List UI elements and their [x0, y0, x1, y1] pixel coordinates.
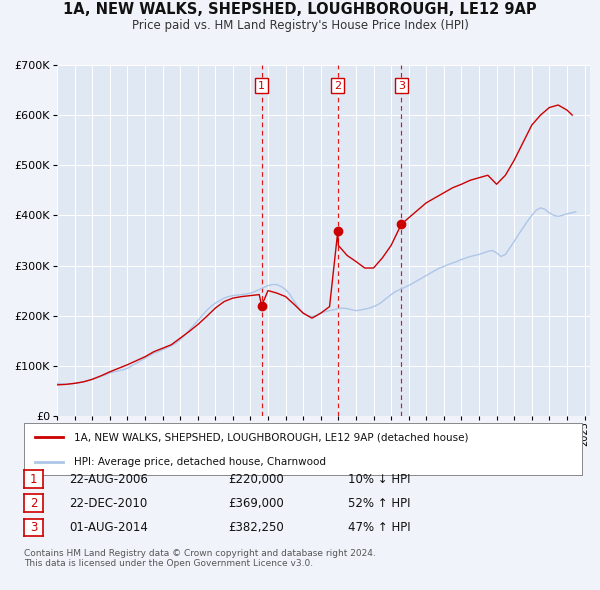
Text: 2: 2	[30, 497, 37, 510]
Text: 01-AUG-2014: 01-AUG-2014	[69, 521, 148, 534]
Text: 1: 1	[30, 473, 37, 486]
Text: HPI: Average price, detached house, Charnwood: HPI: Average price, detached house, Char…	[74, 457, 326, 467]
Text: 3: 3	[30, 521, 37, 534]
Text: 2: 2	[334, 81, 341, 91]
Text: 3: 3	[398, 81, 405, 91]
Text: 1A, NEW WALKS, SHEPSHED, LOUGHBOROUGH, LE12 9AP (detached house): 1A, NEW WALKS, SHEPSHED, LOUGHBOROUGH, L…	[74, 432, 469, 442]
Text: Price paid vs. HM Land Registry's House Price Index (HPI): Price paid vs. HM Land Registry's House …	[131, 19, 469, 32]
Text: 22-AUG-2006: 22-AUG-2006	[69, 473, 148, 486]
Text: 52% ↑ HPI: 52% ↑ HPI	[348, 497, 410, 510]
Text: £382,250: £382,250	[228, 521, 284, 534]
Text: £220,000: £220,000	[228, 473, 284, 486]
Text: 22-DEC-2010: 22-DEC-2010	[69, 497, 147, 510]
Text: 1A, NEW WALKS, SHEPSHED, LOUGHBOROUGH, LE12 9AP: 1A, NEW WALKS, SHEPSHED, LOUGHBOROUGH, L…	[63, 2, 537, 17]
Text: 47% ↑ HPI: 47% ↑ HPI	[348, 521, 410, 534]
Text: Contains HM Land Registry data © Crown copyright and database right 2024.: Contains HM Land Registry data © Crown c…	[24, 549, 376, 558]
Text: 10% ↓ HPI: 10% ↓ HPI	[348, 473, 410, 486]
Text: 1: 1	[258, 81, 265, 91]
Text: This data is licensed under the Open Government Licence v3.0.: This data is licensed under the Open Gov…	[24, 559, 313, 568]
Text: £369,000: £369,000	[228, 497, 284, 510]
